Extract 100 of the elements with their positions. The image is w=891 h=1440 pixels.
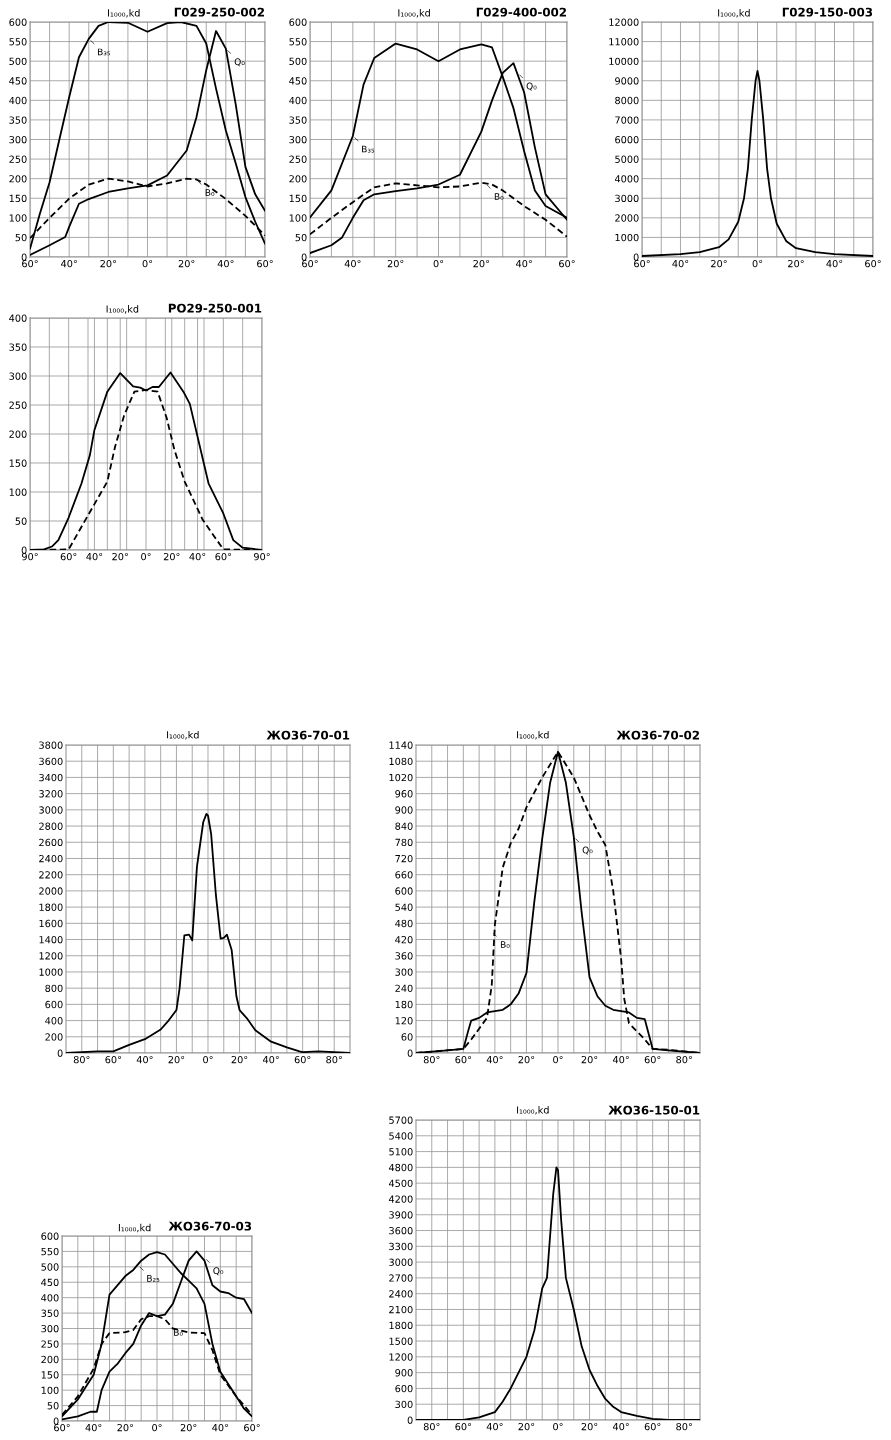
y-tick-label: 300 [395, 1400, 413, 1409]
y-tick-label: 3400 [39, 773, 63, 782]
y-tick-label: 2800 [39, 822, 63, 830]
y-tick-label: 300 [395, 968, 413, 976]
annotation: B₃₅ [97, 48, 111, 56]
x-tick-label: 60° [559, 259, 575, 268]
x-tick-label: 60° [215, 552, 232, 561]
y-tick-label: 200 [41, 1355, 59, 1364]
y-tick-label: 500 [9, 57, 27, 65]
annotation: Q₀ [526, 82, 537, 91]
x-tick-label: 80° [423, 1422, 440, 1431]
y-axis-title: I₁₀₀₀,kd [517, 730, 549, 740]
y-tick-label: 720 [395, 854, 413, 863]
y-tick-label: 3000 [615, 194, 639, 203]
y-tick-label: 150 [41, 1371, 59, 1379]
x-tick-label: 0° [553, 1055, 563, 1064]
y-tick-label: 5100 [389, 1148, 413, 1156]
x-tick-label: 0° [152, 1423, 162, 1432]
y-tick-label: 780 [395, 838, 413, 847]
y-tick-label: 180 [395, 1000, 413, 1009]
annotation: B₀ [500, 941, 510, 948]
x-tick-label: 40° [262, 1055, 279, 1064]
y-tick-label: 2400 [389, 1290, 413, 1298]
y-tick-label: 1000 [615, 233, 639, 242]
y-tick-label: 7000 [615, 116, 639, 124]
y-tick-label: 60 [401, 1033, 413, 1041]
x-tick-label: 80° [676, 1422, 692, 1431]
y-tick-label: 50 [15, 517, 27, 525]
y-tick-label: 450 [9, 77, 27, 85]
y-tick-label: 0 [21, 546, 27, 554]
chart-title: Г029-400-002 [476, 7, 566, 17]
x-tick-label: 40° [612, 1422, 629, 1431]
y-tick-label: 550 [289, 38, 307, 46]
y-tick-label: 4200 [388, 1195, 413, 1203]
y-tick-label: 150 [289, 194, 307, 203]
y-tick-label: 3600 [39, 757, 63, 766]
x-tick-label: 60° [455, 1422, 472, 1431]
x-tick-label: 0° [141, 552, 151, 561]
y-tick-label: 200 [45, 1033, 63, 1041]
y-tick-label: 350 [41, 1309, 59, 1317]
y-tick-label: 250 [9, 401, 27, 409]
x-tick-label: 60° [257, 259, 273, 268]
y-tick-label: 0 [21, 253, 27, 261]
y-tick-label: 200 [289, 175, 307, 183]
y-axis-title: I₁₀₀₀,kd [398, 9, 430, 18]
y-tick-label: 3000 [389, 1258, 413, 1266]
y-tick-label: 200 [9, 430, 27, 438]
x-tick-label: 60° [244, 1423, 260, 1432]
y-tick-label: 540 [395, 903, 413, 911]
y-tick-label: 50 [295, 233, 307, 242]
y-tick-label: 400 [9, 96, 27, 105]
x-tick-label: 90° [254, 552, 270, 561]
x-tick-label: 60° [634, 259, 650, 268]
chart-title: ЖО36-70-03 [168, 1221, 252, 1231]
y-tick-label: 50 [47, 1402, 59, 1410]
y-tick-label: 500 [289, 57, 307, 65]
y-tick-label: 5400 [389, 1132, 413, 1140]
x-tick-label: 0° [752, 259, 763, 268]
x-tick-label: 20° [581, 1422, 598, 1431]
y-tick-label: 420 [395, 936, 413, 944]
y-tick-label: 9000 [615, 77, 639, 85]
y-tick-label: 1140 [389, 741, 413, 749]
y-tick-label: 3800 [39, 741, 63, 749]
y-tick-label: 300 [9, 135, 27, 144]
y-axis-title: I₁₀₀₀,kd [108, 9, 140, 18]
x-tick-label: 60° [22, 259, 38, 268]
y-tick-label: 150 [9, 459, 27, 467]
y-tick-label: 400 [9, 314, 27, 322]
y-tick-label: 600 [395, 887, 413, 895]
y-tick-label: 2100 [389, 1305, 413, 1314]
x-tick-label: 40° [61, 259, 77, 268]
x-tick-label: 40° [486, 1422, 503, 1431]
x-tick-label: 40° [86, 552, 103, 561]
x-tick-label: 40° [486, 1055, 503, 1064]
y-tick-label: 240 [395, 984, 413, 992]
y-tick-label: 300 [41, 1324, 59, 1333]
x-tick-label: 20° [100, 259, 117, 268]
y-tick-label: 0 [301, 253, 307, 261]
y-tick-label: 1200 [389, 1353, 413, 1361]
y-axis-title: I₁₀₀₀,kd [718, 9, 750, 18]
x-tick-label: 20° [231, 1055, 248, 1064]
annotation: B₂₅ [147, 1275, 160, 1282]
y-tick-label: 550 [9, 38, 27, 46]
annotation: Q₀ [582, 846, 593, 855]
y-tick-label: 150 [9, 194, 27, 203]
y-tick-label: 2400 [39, 854, 63, 863]
y-tick-label: 300 [9, 372, 27, 380]
y-tick-label: 5000 [615, 155, 639, 163]
x-tick-label: 20° [163, 552, 180, 561]
x-tick-label: 40° [85, 1423, 102, 1432]
y-tick-label: 0 [57, 1049, 63, 1057]
annotation: B₀ [205, 189, 215, 196]
y-tick-label: 100 [289, 214, 307, 222]
x-tick-label: 40° [217, 259, 234, 268]
y-tick-label: 250 [9, 155, 27, 163]
y-tick-label: 8000 [615, 96, 639, 105]
x-tick-label: 40° [136, 1055, 153, 1064]
y-tick-label: 2000 [39, 887, 63, 895]
chart-title: ЖО36-150-01 [608, 1105, 700, 1115]
x-tick-label: 80° [676, 1055, 692, 1064]
